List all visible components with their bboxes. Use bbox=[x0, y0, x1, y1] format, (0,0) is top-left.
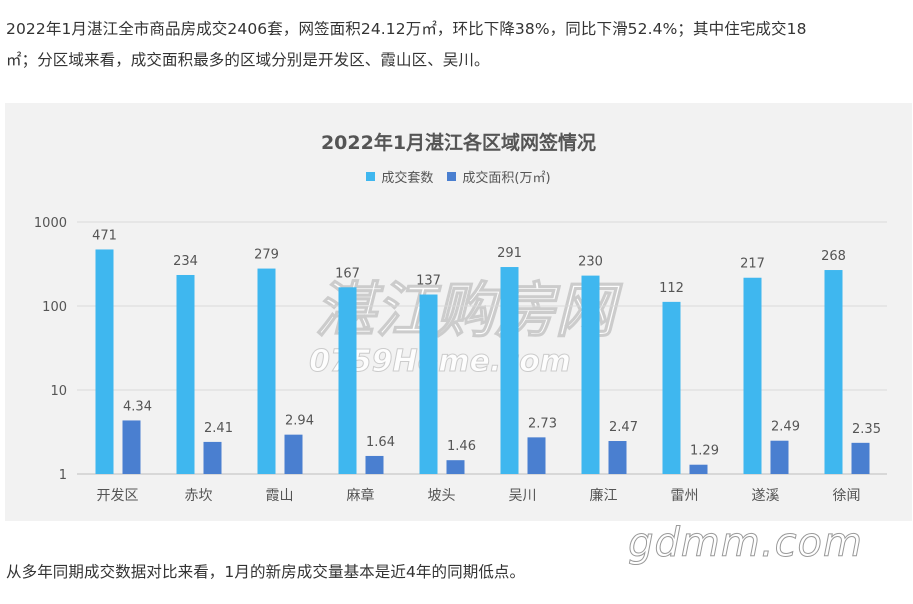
legend-swatch-series-1 bbox=[366, 172, 376, 181]
bar-series-2 bbox=[608, 441, 627, 474]
chart-title: 2022年1月湛江各区域网签情况 bbox=[320, 132, 597, 154]
x-tick-label: 吴川 bbox=[509, 488, 537, 504]
data-label-series-1: 279 bbox=[254, 248, 279, 263]
legend-label-series-2: 成交面积(万㎡) bbox=[462, 171, 551, 186]
x-tick-label: 廉江 bbox=[590, 487, 618, 504]
legend-item-series-1: 成交套数 bbox=[366, 167, 433, 186]
bar-series-2 bbox=[284, 434, 303, 474]
legend-label-series-1: 成交套数 bbox=[381, 171, 434, 186]
data-label-series-1: 291 bbox=[497, 246, 522, 261]
x-tick-label: 霞山 bbox=[266, 488, 294, 504]
data-label-series-2: 1.64 bbox=[366, 435, 395, 450]
bar-series-1 bbox=[257, 268, 276, 474]
bar-series-2 bbox=[203, 441, 222, 474]
bar-series-1 bbox=[338, 287, 357, 474]
bar-series-2 bbox=[122, 420, 141, 474]
x-tick-label: 遂溪 bbox=[752, 488, 780, 504]
bar-series-1 bbox=[419, 294, 438, 474]
bar-series-1 bbox=[824, 270, 843, 474]
legend-item-series-2: 成交面积(万㎡) bbox=[447, 167, 551, 186]
article-paragraph-1: 2022年1月湛江全市商品房成交2406套，网签面积24.12万㎡，环比下降38… bbox=[6, 14, 911, 76]
bar-series-2 bbox=[527, 437, 546, 474]
y-tick-label: 100 bbox=[42, 300, 67, 315]
legend-swatch-series-2 bbox=[447, 172, 457, 181]
bar-series-1 bbox=[743, 277, 762, 474]
bar-series-2 bbox=[689, 464, 708, 474]
data-label-series-2: 1.29 bbox=[690, 444, 719, 459]
bar-series-1 bbox=[581, 275, 600, 474]
bar-series-1 bbox=[662, 301, 681, 474]
chart-watermark-cn: 湛江购房网 bbox=[315, 276, 623, 346]
x-tick-label: 雷州 bbox=[671, 488, 699, 504]
x-tick-label: 开发区 bbox=[97, 488, 139, 504]
data-label-series-2: 2.94 bbox=[285, 414, 314, 429]
paragraph-1-text: 2022年1月湛江全市商品房成交2406套，网签面积24.12万㎡，环比下降38… bbox=[6, 20, 807, 38]
data-label-series-1: 471 bbox=[92, 228, 117, 243]
bar-series-2 bbox=[770, 440, 789, 474]
data-label-series-2: 2.73 bbox=[528, 416, 557, 431]
data-label-series-2: 2.41 bbox=[204, 421, 233, 436]
bar-series-1 bbox=[95, 249, 114, 474]
data-label-series-2: 2.35 bbox=[852, 422, 881, 437]
chart-panel: 湛江购房网 0759Home.com 1 10 100 1000 471 4.34 开发区 234… bbox=[5, 103, 912, 521]
bar-series-2 bbox=[365, 455, 384, 474]
data-label-series-1: 230 bbox=[578, 255, 603, 270]
data-label-series-2: 1.46 bbox=[447, 439, 476, 454]
y-tick-label: 1 bbox=[59, 468, 67, 483]
y-tick-label: 10 bbox=[50, 384, 67, 399]
data-label-series-1: 234 bbox=[173, 254, 198, 269]
paragraph-1-continuation: ㎡；分区域来看，成交面积最多的区域分别是开发区、霞山区、吴川。 bbox=[6, 51, 490, 69]
x-tick-label: 赤坎 bbox=[185, 488, 213, 504]
data-label-series-1: 112 bbox=[659, 281, 684, 296]
x-tick-label: 徐闻 bbox=[833, 488, 861, 504]
data-label-series-1: 217 bbox=[740, 257, 765, 272]
bar-series-1 bbox=[500, 267, 519, 474]
bar-chart: 湛江购房网0759Home.com11010010004714.34开发区234… bbox=[34, 216, 887, 504]
data-label-series-2: 2.49 bbox=[771, 420, 800, 435]
data-label-series-2: 2.47 bbox=[609, 420, 638, 435]
x-tick-label: 坡头 bbox=[428, 488, 456, 504]
bar-series-1 bbox=[176, 274, 195, 474]
data-label-series-1: 268 bbox=[821, 249, 846, 264]
data-label-series-1: 137 bbox=[416, 274, 441, 289]
chart-legend: 成交套数 成交面积(万㎡) bbox=[5, 167, 912, 186]
bar-series-2 bbox=[446, 460, 465, 474]
data-label-series-2: 4.34 bbox=[123, 399, 152, 414]
x-tick-label: 麻章 bbox=[347, 487, 375, 504]
article-paragraph-2: 从多年同期成交数据对比来看，1月的新房成交量基本是近4年的同期低点。 bbox=[6, 563, 526, 581]
page-watermark: gdmm.com bbox=[628, 520, 863, 567]
data-label-series-1: 167 bbox=[335, 266, 360, 281]
y-tick-label: 1000 bbox=[34, 216, 67, 231]
bar-series-2 bbox=[851, 442, 870, 474]
